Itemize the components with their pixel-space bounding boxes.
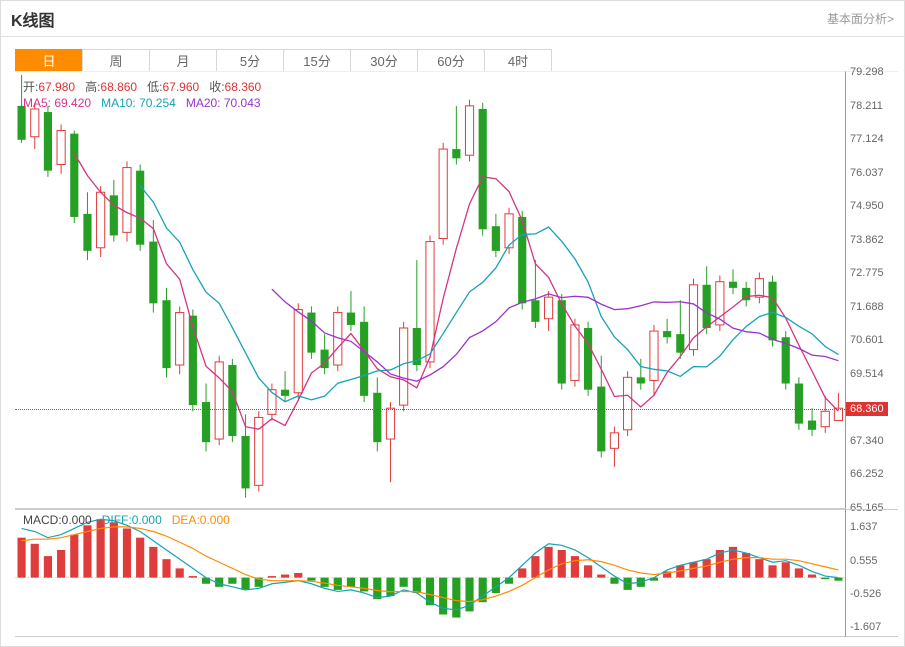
price-y-axis: 79.29878.21177.12476.03774.95073.86272.7…: [846, 71, 898, 509]
y-tick: 69.514: [850, 368, 884, 380]
macd-y-tick: -1.607: [850, 621, 881, 633]
y-tick: 77.124: [850, 133, 884, 145]
y-tick: 79.298: [850, 66, 884, 78]
main-svg: [15, 72, 845, 508]
tab-30分[interactable]: 30分: [350, 49, 418, 71]
current-price-badge: 68.360: [846, 402, 888, 416]
candlestick-chart[interactable]: 开:67.980 高:68.860 低:67.960 收:68.360 MA5:…: [15, 71, 846, 509]
tab-60分[interactable]: 60分: [417, 49, 485, 71]
tab-周[interactable]: 周: [82, 49, 150, 71]
ma-readout: MA5: 69.420 MA10: 70.254 MA20: 70.043: [23, 96, 261, 110]
macd-y-tick: 0.555: [850, 555, 878, 567]
macd-y-axis: 1.637 0.555 -0.526 -1.607: [846, 509, 898, 637]
tab-日[interactable]: 日: [15, 49, 83, 71]
y-tick: 70.601: [850, 334, 884, 346]
y-tick: 67.340: [850, 435, 884, 447]
y-tick: 76.037: [850, 167, 884, 179]
macd-y-tick: -0.526: [850, 588, 881, 600]
macd-y-tick: 1.637: [850, 521, 878, 533]
macd-readout: MACD:0.000 DIFF:0.000 DEA:0.000: [23, 513, 230, 527]
y-tick: 66.252: [850, 468, 884, 480]
timeframe-tabs: 日周月5分15分30分60分4时: [1, 37, 904, 71]
ohlc-readout: 开:67.980 高:68.860 低:67.960 收:68.360: [23, 78, 261, 95]
tab-5分[interactable]: 5分: [216, 49, 284, 71]
tab-4时[interactable]: 4时: [484, 49, 552, 71]
page-title: K线图: [11, 7, 55, 31]
current-price-line: [15, 409, 845, 410]
y-tick: 72.775: [850, 267, 884, 279]
macd-chart[interactable]: MACD:0.000 DIFF:0.000 DEA:0.000: [15, 509, 846, 637]
tab-15分[interactable]: 15分: [283, 49, 351, 71]
fundamentals-link[interactable]: 基本面分析>: [827, 10, 894, 27]
y-tick: 73.862: [850, 234, 884, 246]
header: K线图 基本面分析>: [1, 1, 904, 37]
tab-月[interactable]: 月: [149, 49, 217, 71]
y-tick: 74.950: [850, 200, 884, 212]
y-tick: 71.688: [850, 301, 884, 313]
sub-svg: [15, 510, 845, 636]
y-tick: 78.211: [850, 100, 883, 112]
